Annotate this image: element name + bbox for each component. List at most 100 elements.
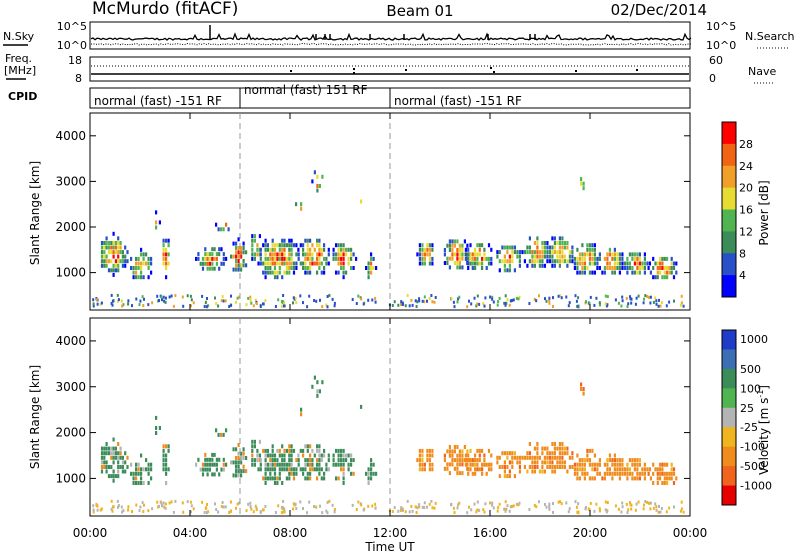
power-cell [458,295,461,299]
power-cell [481,256,484,261]
velocity-cell [316,448,319,453]
power-cell [606,266,609,270]
velocity-cell [648,501,650,505]
power-cell [316,256,319,261]
power-cell [533,254,536,259]
velocity-cell [593,467,596,472]
velocity-cell [568,455,571,460]
power-cell [163,299,166,303]
velocity-cell [147,481,150,485]
power-cell [122,303,125,307]
power-cell [672,275,676,280]
power-cell [318,184,321,188]
velocity-cell [375,471,378,476]
power-cell [139,299,142,303]
velocity-cell [240,460,243,465]
power-cell [245,250,248,255]
power-cell [295,266,298,270]
power-cell [235,250,238,255]
power-cell [222,261,225,266]
power-cell [189,294,192,298]
power-cell [304,261,307,266]
velocity-cell [580,382,583,387]
power-cell [418,297,421,301]
velocity-cell [618,471,621,476]
velocity-cell [448,445,451,449]
velocity-cell [95,504,98,508]
power-cell [548,299,551,302]
velocity-cell [670,476,673,481]
power-cell [114,241,117,245]
power-cell [428,297,431,300]
power-cell [245,303,248,307]
velocity-cell [474,453,477,458]
velocity-cell [631,471,634,476]
velocity-cell [273,462,277,467]
power-cell [297,252,300,257]
power-cell [548,301,551,305]
power-cell [636,266,639,270]
power-cell [516,250,519,255]
velocity-cell [668,476,671,481]
power-cell [561,250,564,255]
power-cell [207,304,210,308]
velocity-cell [269,476,272,481]
velocity-cell [257,467,260,472]
power-cell [471,266,474,270]
velocity-cell [335,462,338,467]
power-cell [269,256,272,261]
velocity-cell [548,460,551,465]
power-cell [508,254,511,259]
nsky-label: N.Sky [3,30,35,43]
power-cell [132,275,135,280]
power-cell [285,270,288,275]
power-cell [618,256,621,261]
velocity-cell [295,471,298,476]
power-cell [533,259,536,264]
power-cell [618,252,621,257]
power-cell [107,250,111,255]
power-cell [165,261,168,266]
velocity-cell [536,446,539,451]
velocity-cell [443,466,446,471]
velocity-cell [533,469,536,474]
velocity-cell [276,476,279,481]
velocity-cell [308,500,311,504]
power-cell [588,302,591,306]
power-cell [431,243,434,248]
power-cell [504,302,507,305]
power-cell [318,261,321,266]
velocity-cell [464,453,467,458]
power-cell [124,259,127,264]
velocity-cell [498,502,501,506]
power-cell [292,266,296,270]
power-cell [259,247,262,252]
velocity-cell [561,465,564,469]
velocity-cell [621,501,624,505]
power-cell [283,304,286,308]
power-cell [508,245,511,250]
velocity-cell [110,451,113,456]
velocity-cell [643,503,645,507]
power-cell [302,266,305,270]
power-cell [566,245,569,250]
power-cell [508,303,511,307]
power-cell [666,275,669,280]
power-cell [528,250,531,255]
velocity-cell [548,451,551,456]
power-cell [541,263,544,268]
power-cell [623,266,626,270]
velocity-cell [605,510,608,514]
velocity-cell [309,471,312,476]
velocity-cell [443,453,446,458]
power-cell [107,245,111,250]
velocity-cell [577,502,580,506]
power-cell [476,294,479,298]
velocity-cell [630,507,633,511]
power-cell [411,303,414,307]
power-cell [119,245,122,250]
power-cell [220,299,223,303]
power-cell [340,243,343,248]
velocity-cell [666,462,669,467]
velocity-cell [167,467,170,472]
